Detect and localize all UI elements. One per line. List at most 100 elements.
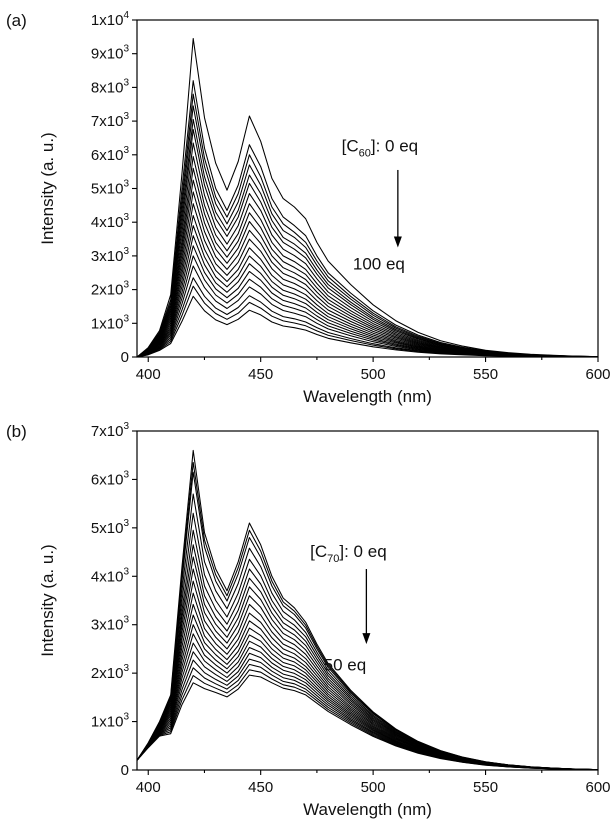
x-axis-label: Wavelength (nm) bbox=[303, 800, 432, 819]
y-tick-label: 8x103 bbox=[91, 77, 130, 96]
y-tick-exponent: 3 bbox=[123, 712, 129, 723]
y-axis-label: Intensity (a. u.) bbox=[38, 544, 57, 656]
concentration-end-label: 100 eq bbox=[353, 254, 405, 273]
concentration-end-label: 50 eq bbox=[324, 656, 367, 675]
spectrum-line-4 bbox=[136, 105, 599, 358]
y-tick-label: 4x103 bbox=[91, 212, 130, 231]
y-tick-mantissa: 6x10 bbox=[91, 147, 124, 164]
y-tick-mantissa: 1x10 bbox=[91, 12, 124, 29]
panel-a: (a)400 450 500 550 60001x1032x1033x1034x1035… bbox=[6, 10, 611, 406]
annotation-suffix: ]: 0 eq bbox=[339, 542, 386, 561]
spectrum-line-21 bbox=[136, 674, 599, 771]
y-tick-exponent: 3 bbox=[123, 77, 129, 88]
y-tick-label: 5x103 bbox=[91, 179, 130, 198]
y-tick-label: 4x103 bbox=[91, 566, 130, 585]
y-tick-exponent: 3 bbox=[123, 111, 129, 122]
spectrum-line-1 bbox=[136, 37, 599, 358]
x-tick-label: 550 bbox=[473, 779, 498, 796]
y-tick-mantissa: 8x10 bbox=[91, 79, 124, 96]
y-tick-label: 6x103 bbox=[91, 145, 130, 164]
y-tick-mantissa: 5x10 bbox=[91, 520, 124, 537]
y-tick-label: 1x103 bbox=[91, 313, 130, 332]
y-tick-mantissa: 0 bbox=[121, 762, 129, 779]
x-tick-label: 600 bbox=[585, 779, 610, 796]
spectrum-line-14 bbox=[136, 624, 599, 771]
decrease-arrow-head bbox=[393, 236, 402, 248]
y-tick-exponent: 3 bbox=[123, 615, 129, 626]
y-tick-label: 0 bbox=[121, 349, 129, 366]
y-tick-exponent: 3 bbox=[123, 145, 129, 156]
y-tick-label: 2x103 bbox=[91, 280, 130, 299]
y-tick-label: 6x103 bbox=[91, 469, 130, 488]
spectrum-line-15 bbox=[136, 633, 599, 771]
y-tick-exponent: 3 bbox=[123, 663, 129, 674]
y-tick-label: 1x103 bbox=[91, 712, 130, 731]
concentration-start-label: [C70]: 0 eq bbox=[310, 542, 387, 565]
spectrum-line-13 bbox=[136, 214, 599, 358]
x-tick-label: 500 bbox=[361, 366, 386, 383]
concentration-start-label: [C60]: 0 eq bbox=[342, 136, 419, 159]
y-tick-exponent: 3 bbox=[123, 44, 129, 55]
y-tick-mantissa: 6x10 bbox=[91, 471, 124, 488]
y-tick-label: 1x104 bbox=[91, 10, 130, 29]
y-tick-mantissa: 7x10 bbox=[91, 113, 124, 130]
annotation-subscript: 70 bbox=[327, 553, 339, 565]
x-tick-label: 400 bbox=[136, 366, 161, 383]
spectrum-line-11 bbox=[136, 592, 599, 771]
y-tick-exponent: 3 bbox=[123, 246, 129, 257]
y-tick-exponent: 3 bbox=[123, 179, 129, 190]
x-tick-label: 450 bbox=[248, 366, 273, 383]
spectrum-line-21 bbox=[136, 295, 599, 358]
y-tick-label: 9x103 bbox=[91, 44, 130, 63]
y-tick-exponent: 3 bbox=[123, 566, 129, 577]
y-tick-mantissa: 3x10 bbox=[91, 617, 124, 634]
x-tick-label: 400 bbox=[136, 779, 161, 796]
x-tick-label: 500 bbox=[361, 779, 386, 796]
panel-label: (a) bbox=[6, 11, 27, 30]
y-tick-label: 0 bbox=[121, 762, 129, 779]
y-tick-exponent: 3 bbox=[123, 212, 129, 223]
spectrum-line-10 bbox=[136, 580, 599, 771]
x-tick-label: 600 bbox=[585, 366, 610, 383]
y-tick-mantissa: 1x10 bbox=[91, 315, 124, 332]
annotation-prefix: [C bbox=[310, 542, 327, 561]
y-tick-mantissa: 9x10 bbox=[91, 46, 124, 63]
x-axis-label: Wavelength (nm) bbox=[303, 387, 432, 406]
y-tick-mantissa: 4x10 bbox=[91, 214, 124, 231]
annotation-suffix: ]: 0 eq bbox=[371, 136, 418, 155]
y-tick-label: 2x103 bbox=[91, 663, 130, 682]
y-tick-exponent: 3 bbox=[123, 313, 129, 324]
plot-frame bbox=[136, 430, 599, 771]
y-tick-exponent: 4 bbox=[123, 10, 129, 21]
y-tick-exponent: 3 bbox=[123, 518, 129, 529]
annotation-subscript: 60 bbox=[359, 147, 371, 159]
decrease-arrow-head bbox=[362, 633, 371, 645]
y-tick-mantissa: 2x10 bbox=[91, 282, 124, 299]
x-tick-label: 550 bbox=[473, 366, 498, 383]
y-tick-label: 7x103 bbox=[91, 421, 130, 440]
series-group bbox=[136, 37, 599, 358]
y-tick-mantissa: 1x10 bbox=[91, 714, 124, 731]
y-tick-mantissa: 2x10 bbox=[91, 665, 124, 682]
y-tick-label: 3x103 bbox=[91, 615, 130, 634]
spectrum-line-12 bbox=[136, 603, 599, 771]
y-tick-label: 7x103 bbox=[91, 111, 130, 130]
y-tick-exponent: 3 bbox=[123, 421, 129, 432]
y-tick-exponent: 3 bbox=[123, 469, 129, 480]
panel-b: (b)400 450 500 550 60001x1032x1033x1034x1035… bbox=[6, 421, 611, 819]
spectrum-line-20 bbox=[136, 285, 599, 358]
y-tick-mantissa: 7x10 bbox=[91, 423, 124, 440]
y-tick-mantissa: 3x10 bbox=[91, 248, 124, 265]
y-tick-mantissa: 0 bbox=[121, 349, 129, 366]
y-tick-label: 5x103 bbox=[91, 518, 130, 537]
y-tick-mantissa: 5x10 bbox=[91, 181, 124, 198]
y-axis-label: Intensity (a. u.) bbox=[38, 132, 57, 244]
y-tick-label: 3x103 bbox=[91, 246, 130, 265]
panel-label: (b) bbox=[6, 422, 27, 441]
x-tick-label: 450 bbox=[248, 779, 273, 796]
annotation-prefix: [C bbox=[342, 136, 359, 155]
spectrum-line-14 bbox=[136, 225, 599, 358]
series-group bbox=[136, 449, 599, 771]
y-tick-exponent: 3 bbox=[123, 280, 129, 291]
